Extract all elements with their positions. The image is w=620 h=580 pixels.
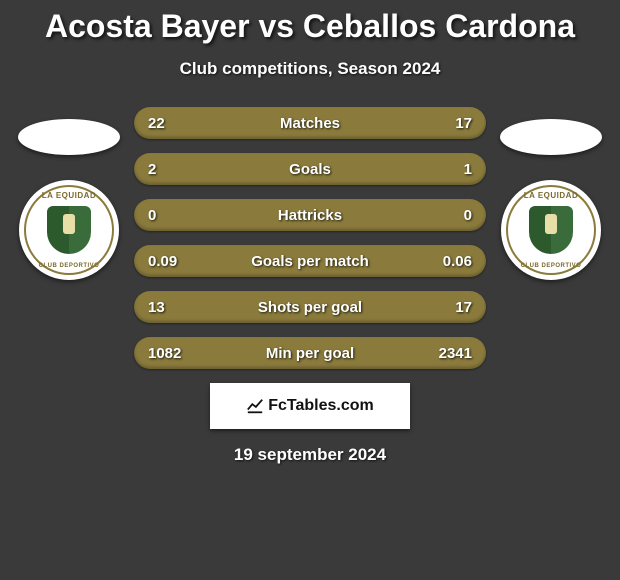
stat-right-value: 0 [428, 207, 472, 224]
right-club-ring: LA EQUIDAD CLUB DEPORTIVO [506, 185, 596, 275]
stats-column: 22 Matches 17 2 Goals 1 0 Hattricks 0 0.… [134, 107, 486, 369]
subtitle: Club competitions, Season 2024 [0, 59, 620, 79]
infographic-container: Acosta Bayer vs Ceballos Cardona Club co… [0, 0, 620, 465]
stat-row: 0.09 Goals per match 0.06 [134, 245, 486, 277]
date-line: 19 september 2024 [0, 445, 620, 465]
brand-text: FcTables.com [268, 397, 374, 415]
left-club-shield-icon [47, 206, 91, 254]
brand-badge: FcTables.com [210, 383, 410, 429]
stat-label: Min per goal [192, 345, 428, 362]
stat-left-value: 0.09 [148, 253, 192, 270]
stat-left-value: 13 [148, 299, 192, 316]
stat-row: 22 Matches 17 [134, 107, 486, 139]
page-title: Acosta Bayer vs Ceballos Cardona [0, 8, 620, 45]
right-club-name: LA EQUIDAD [524, 191, 578, 200]
left-club-name: LA EQUIDAD [42, 191, 96, 200]
chart-icon [246, 397, 264, 415]
stat-right-value: 0.06 [428, 253, 472, 270]
stat-left-value: 1082 [148, 345, 192, 362]
stat-right-value: 2341 [428, 345, 472, 362]
stat-right-value: 1 [428, 161, 472, 178]
left-flag [18, 119, 120, 155]
right-club-sub: CLUB DEPORTIVO [521, 263, 582, 269]
comparison-row: LA EQUIDAD CLUB DEPORTIVO 22 Matches 17 … [0, 107, 620, 369]
left-player-column: LA EQUIDAD CLUB DEPORTIVO [14, 107, 124, 280]
stat-left-value: 0 [148, 207, 192, 224]
stat-row: 0 Hattricks 0 [134, 199, 486, 231]
stat-label: Matches [192, 115, 428, 132]
right-club-badge: LA EQUIDAD CLUB DEPORTIVO [501, 180, 601, 280]
stat-right-value: 17 [428, 115, 472, 132]
left-club-badge: LA EQUIDAD CLUB DEPORTIVO [19, 180, 119, 280]
stat-left-value: 2 [148, 161, 192, 178]
stat-label: Shots per goal [192, 299, 428, 316]
stat-label: Hattricks [192, 207, 428, 224]
stat-label: Goals per match [192, 253, 428, 270]
left-club-sub: CLUB DEPORTIVO [39, 263, 100, 269]
stat-row: 13 Shots per goal 17 [134, 291, 486, 323]
stat-row: 1082 Min per goal 2341 [134, 337, 486, 369]
right-player-column: LA EQUIDAD CLUB DEPORTIVO [496, 107, 606, 280]
stat-label: Goals [192, 161, 428, 178]
left-club-ring: LA EQUIDAD CLUB DEPORTIVO [24, 185, 114, 275]
stat-row: 2 Goals 1 [134, 153, 486, 185]
stat-right-value: 17 [428, 299, 472, 316]
right-club-shield-icon [529, 206, 573, 254]
stat-left-value: 22 [148, 115, 192, 132]
right-flag [500, 119, 602, 155]
